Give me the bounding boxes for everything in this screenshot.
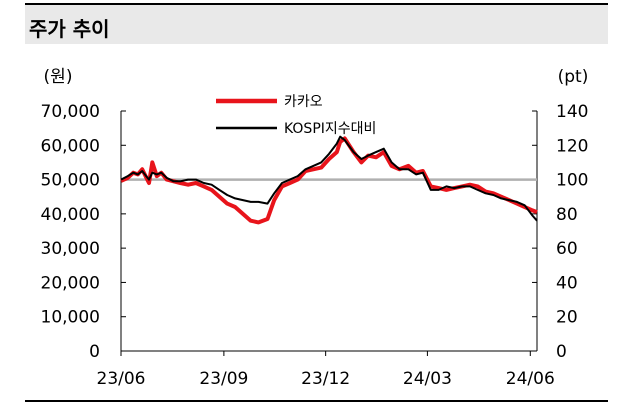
series-line-kospi-relative (120, 135, 538, 222)
left-axis-unit: (원) (44, 67, 73, 87)
right-tick-label: 80 (556, 205, 578, 225)
left-tick-label: 30,000 (41, 239, 100, 259)
legend-label: KOSPI지수대비 (284, 121, 376, 137)
x-tick-label: 23/12 (301, 369, 350, 389)
chart-header-bar: 주가 추이 (25, 3, 608, 44)
legend-label: 카카오 (284, 94, 323, 110)
left-tick-label: 0 (89, 342, 100, 362)
x-tick-label: 23/09 (199, 369, 248, 389)
x-tick-label: 24/03 (403, 369, 452, 389)
right-tick-label: 20 (556, 308, 578, 328)
right-tick-label: 100 (556, 171, 588, 191)
left-tick-label: 20,000 (41, 273, 100, 293)
bottom-divider (25, 400, 608, 402)
left-tick-label: 70,000 (41, 102, 100, 122)
right-tick-label: 0 (556, 342, 567, 362)
right-tick-label: 60 (556, 239, 578, 259)
x-tick-label: 23/06 (97, 369, 146, 389)
left-tick-label: 10,000 (41, 308, 100, 328)
left-tick-label: 60,000 (41, 136, 100, 156)
right-axis-unit: (pt) (558, 67, 589, 87)
chart-title: 주가 추이 (29, 17, 110, 41)
right-tick-label: 140 (556, 102, 588, 122)
left-tick-label: 50,000 (41, 171, 100, 191)
right-tick-label: 40 (556, 273, 578, 293)
left-tick-label: 40,000 (41, 205, 100, 225)
x-tick-label: 24/06 (506, 369, 555, 389)
right-tick-label: 120 (556, 136, 588, 156)
